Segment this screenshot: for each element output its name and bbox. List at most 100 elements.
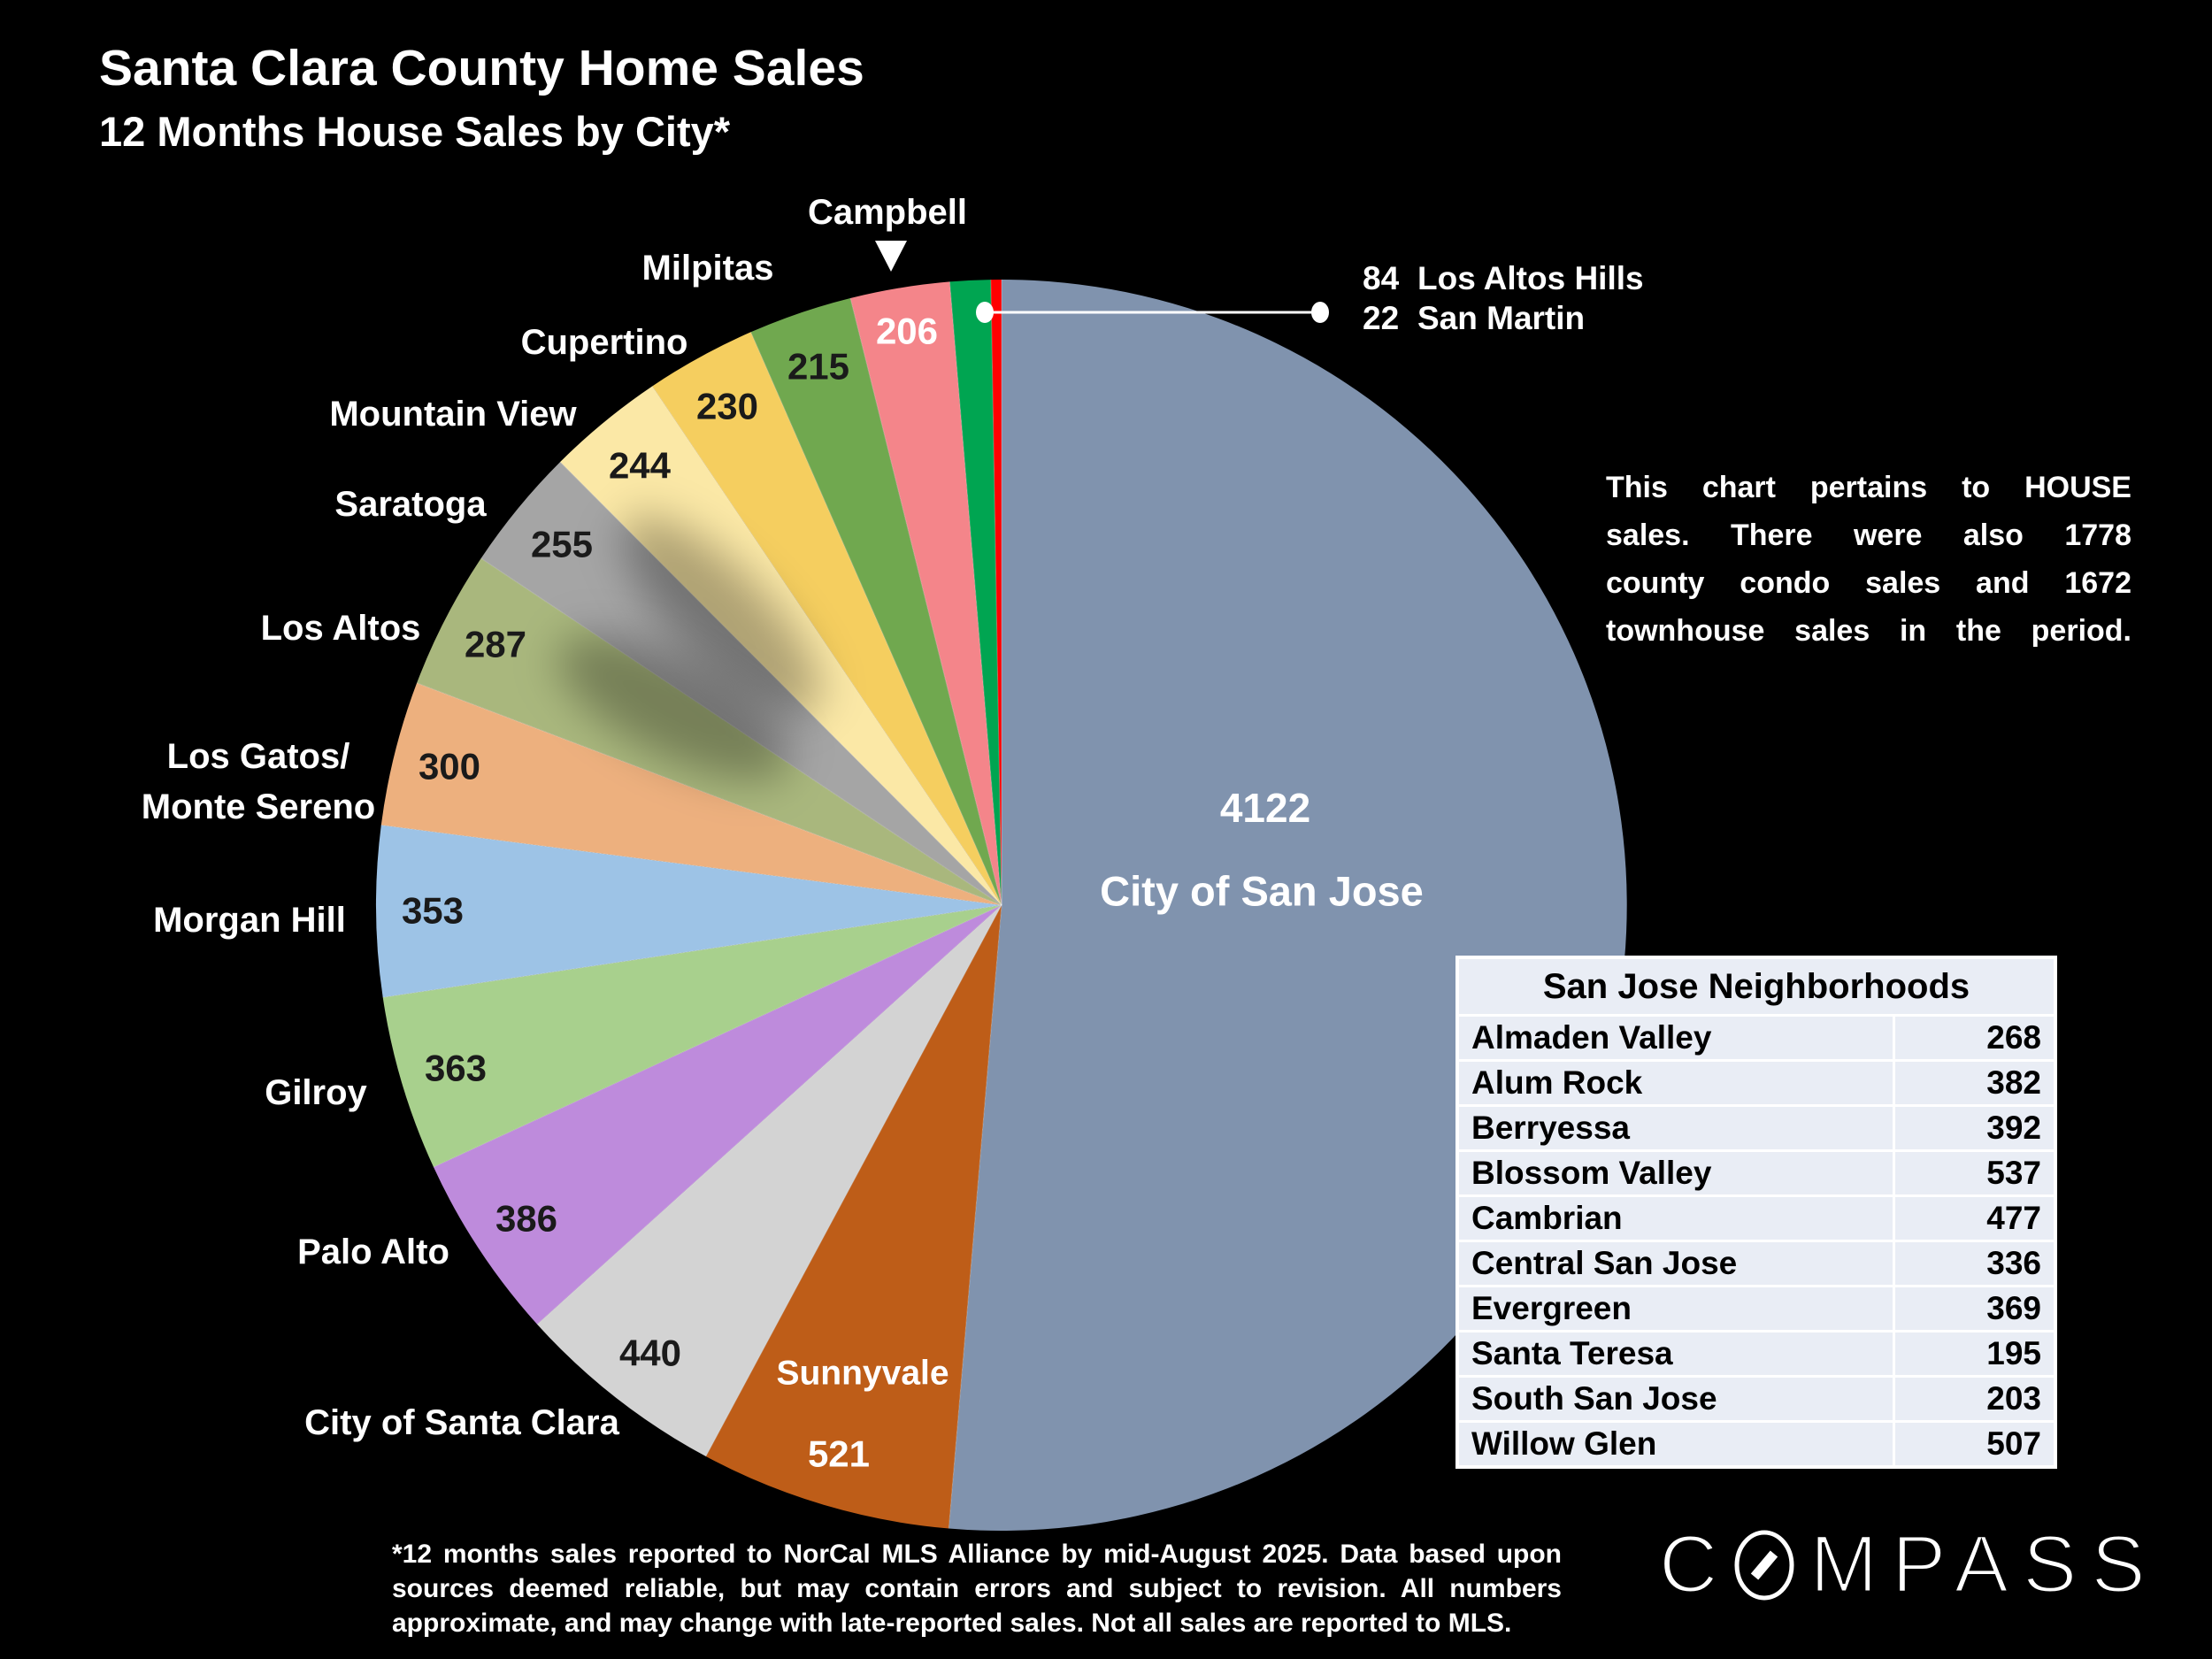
pie-slice-gilroy <box>382 905 1002 1167</box>
callout-value: 22 <box>1363 300 1400 336</box>
slice-value-city-of-santa-clara: 440 <box>619 1333 681 1374</box>
callout-label: Los Altos Hills <box>1417 260 1644 296</box>
slice-label-los-altos: Los Altos <box>261 609 421 648</box>
slice-divider <box>750 332 1002 906</box>
footnote-line-0: *12 months sales reported to NorCal MLS … <box>392 1540 1562 1569</box>
table-row: Alum Rock 382 <box>1457 1059 2055 1106</box>
slice-value-cupertino: 230 <box>696 386 758 427</box>
footnote-line-2: approximate, and may change with late-re… <box>392 1609 1512 1638</box>
pie-slice-campbell <box>850 281 1002 905</box>
table-row: Evergreen 369 <box>1457 1285 2055 1332</box>
slice-value-gilroy: 363 <box>425 1048 487 1089</box>
table-row: Berryessa 392 <box>1457 1104 2055 1151</box>
slice-value-saratoga: 255 <box>531 524 593 565</box>
slice-label-gilroy: Gilroy <box>265 1073 367 1112</box>
logo-letters-mpass: MPASS <box>1809 1518 2160 1611</box>
neighborhood-name: Cambrian <box>1457 1194 1894 1241</box>
slice-divider <box>416 682 1002 906</box>
slice-label-los-gatos-2: Monte Sereno <box>142 787 375 826</box>
neighborhood-name: Willow Glen <box>1457 1420 1894 1467</box>
slice-divider <box>948 904 1002 1529</box>
pie-slice-city-of-santa-clara <box>537 905 1002 1456</box>
callout-row-los-altos-hills: 84 Los Altos Hills <box>1363 258 1644 298</box>
footnote: *12 months sales reported to NorCal MLS … <box>392 1537 1562 1640</box>
table-row: Central San Jose 336 <box>1457 1240 2055 1286</box>
callout-label: San Martin <box>1417 300 1586 336</box>
callout-value: 84 <box>1363 260 1400 296</box>
compass-o-icon <box>1734 1530 1794 1600</box>
neighborhood-name: South San Jose <box>1457 1375 1894 1422</box>
slice-label-saratoga: Saratoga <box>334 485 487 524</box>
slice-value-campbell: 206 <box>876 311 938 352</box>
neighborhood-name: Evergreen <box>1457 1285 1894 1332</box>
pie-slice-los-gatos-monte-sereno <box>380 682 1002 905</box>
slice-divider <box>705 904 1002 1457</box>
slice-divider <box>949 281 1002 906</box>
slice-value-city-of-san-jose: 4122 <box>1220 785 1310 831</box>
pie-slice-palo-alto <box>434 905 1002 1325</box>
neighborhood-value: 477 <box>1892 1194 2055 1241</box>
slice-label-mountain-view: Mountain View <box>329 395 577 434</box>
slice-divider <box>536 904 1002 1325</box>
slice-value-los-altos: 287 <box>465 624 526 665</box>
slice-label-city-of-santa-clara: City of Santa Clara <box>304 1403 619 1442</box>
neighborhoods-table-grid: San Jose Neighborhoods Almaden Valley 268 A… <box>1455 956 2057 1469</box>
slice-label-sunnyvale: Sunnyvale <box>776 1355 949 1393</box>
neighborhood-value: 336 <box>1892 1240 2055 1286</box>
neighborhood-name: Alum Rock <box>1457 1059 1894 1106</box>
neighborhood-value: 392 <box>1892 1104 2055 1151</box>
table-row: Blossom Valley 537 <box>1457 1149 2055 1196</box>
slice-label-cupertino: Cupertino <box>521 323 688 362</box>
table-title: San Jose Neighborhoods <box>1542 966 1970 1006</box>
logo-letter-c: C <box>1657 1518 1732 1611</box>
table-row: Cambrian 477 <box>1457 1194 2055 1241</box>
neighborhood-value: 195 <box>1892 1330 2055 1377</box>
slice-value-morgan-hill: 353 <box>402 890 464 932</box>
shadow-smudge-1 <box>557 634 791 781</box>
pie-slice-cupertino <box>652 332 1002 905</box>
callout-row-san-martin: 22 San Martin <box>1363 298 1644 338</box>
note-line-2: county condo sales and 1672 <box>1606 566 2131 600</box>
note-line-3: townhouse sales in the period. <box>1606 614 2131 648</box>
slice-value-sunnyvale: 521 <box>808 1433 870 1475</box>
neighborhood-value: 203 <box>1892 1375 2055 1422</box>
slice-value-palo-alto: 386 <box>495 1198 557 1240</box>
slice-divider <box>651 386 1002 906</box>
slice-label-palo-alto: Palo Alto <box>297 1233 449 1271</box>
neighborhood-value: 268 <box>1892 1014 2055 1061</box>
slice-divider <box>990 280 1002 906</box>
page-title: Santa Clara County Home Sales <box>99 40 864 96</box>
slice-label-milpitas: Milpitas <box>642 249 774 288</box>
slice-label-morgan-hill: Morgan Hill <box>153 901 346 940</box>
shadow-smudge-0 <box>621 515 821 715</box>
neighborhood-value: 369 <box>1892 1285 2055 1332</box>
slice-label-campbell: Campbell <box>808 193 967 232</box>
pie-slice-morgan-hill <box>375 825 1002 998</box>
slice-value-milpitas: 215 <box>787 346 849 388</box>
slice-divider <box>849 297 1002 906</box>
neighborhood-name: Central San Jose <box>1457 1240 1894 1286</box>
slice-value-mountain-view: 244 <box>609 445 672 487</box>
neighborhoods-table: San Jose Neighborhoods Almaden Valley 268 A… <box>1455 956 2057 1469</box>
note-line-1: sales. There were also 1778 <box>1606 518 2131 552</box>
table-row: Willow Glen 507 <box>1457 1420 2055 1467</box>
house-sales-note: This chart pertains to HOUSE sales. There… <box>1606 464 2131 655</box>
note-line-0: This chart pertains to HOUSE <box>1606 471 2131 504</box>
table-row: South San Jose 203 <box>1457 1375 2055 1422</box>
neighborhood-name: Blossom Valley <box>1457 1149 1894 1196</box>
neighborhood-name: Berryessa <box>1457 1104 1894 1151</box>
neighborhood-value: 382 <box>1892 1059 2055 1106</box>
pie-slice-sunnyvale <box>705 905 1002 1529</box>
callout-dot-1 <box>1311 302 1329 323</box>
neighborhood-value: 537 <box>1892 1149 2055 1196</box>
pie-slice-los-altos-hills <box>949 280 1002 906</box>
compass-logo: C MPASS <box>1657 1518 2160 1611</box>
footnote-line-1: sources deemed reliable, but may contain… <box>392 1574 1562 1603</box>
table-row: Almaden Valley 268 <box>1457 1014 2055 1061</box>
slice-value-los-gatos-monte-sereno: 300 <box>419 746 480 787</box>
slice-divider <box>380 825 1002 906</box>
page-subtitle: 12 Months House Sales by City* <box>99 108 731 155</box>
neighborhood-name: Almaden Valley <box>1457 1014 1894 1061</box>
pie-slice-milpitas <box>750 298 1002 905</box>
